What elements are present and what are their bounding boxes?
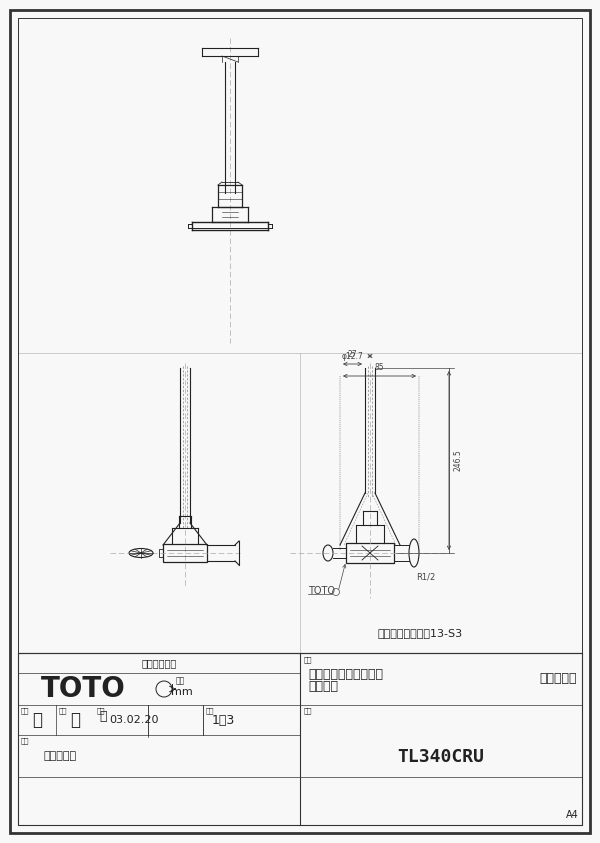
Text: R1/2: R1/2 [416, 573, 435, 582]
Text: アングル形止水栓１３: アングル形止水栓１３ [308, 668, 383, 680]
Text: 裁: 裁 [99, 711, 107, 723]
Text: TOTO: TOTO [41, 675, 125, 703]
Text: 山: 山 [32, 711, 42, 729]
Text: （共用）: （共用） [308, 679, 338, 692]
Text: 製図: 製図 [21, 707, 29, 714]
Text: 固定こま式: 固定こま式 [43, 751, 76, 761]
Text: 検図: 検図 [59, 707, 68, 714]
Text: 246.5: 246.5 [453, 449, 462, 471]
Text: 日付: 日付 [97, 707, 106, 714]
Text: TL340CRU: TL340CRU [398, 748, 485, 766]
Text: （ＪＩＳ）: （ＪＩＳ） [539, 673, 577, 685]
Bar [346, 543, 394, 563]
Bar [163, 544, 207, 562]
Bar [159, 549, 163, 557]
Text: 85: 85 [374, 363, 385, 372]
Text: 名称: 名称 [304, 656, 313, 663]
Text: 審: 審 [70, 711, 80, 729]
Text: 03.02.20: 03.02.20 [109, 715, 158, 725]
Text: A4: A4 [566, 810, 579, 820]
Text: 図番: 図番 [304, 707, 313, 714]
Text: 国土交通省記号：13-S3: 国土交通省記号：13-S3 [377, 628, 463, 638]
Text: mm: mm [171, 687, 193, 697]
Text: 1：3: 1：3 [211, 713, 235, 727]
Text: 尺度: 尺度 [206, 707, 215, 714]
Text: TOTO: TOTO [308, 586, 335, 596]
Text: 単位: 単位 [176, 676, 185, 685]
Text: 27: 27 [347, 350, 358, 359]
Bar [18, 653, 582, 825]
Text: 備考: 備考 [21, 737, 29, 744]
Text: 水道法適合品: 水道法適合品 [142, 658, 176, 668]
Text: φ12.7: φ12.7 [341, 352, 363, 361]
